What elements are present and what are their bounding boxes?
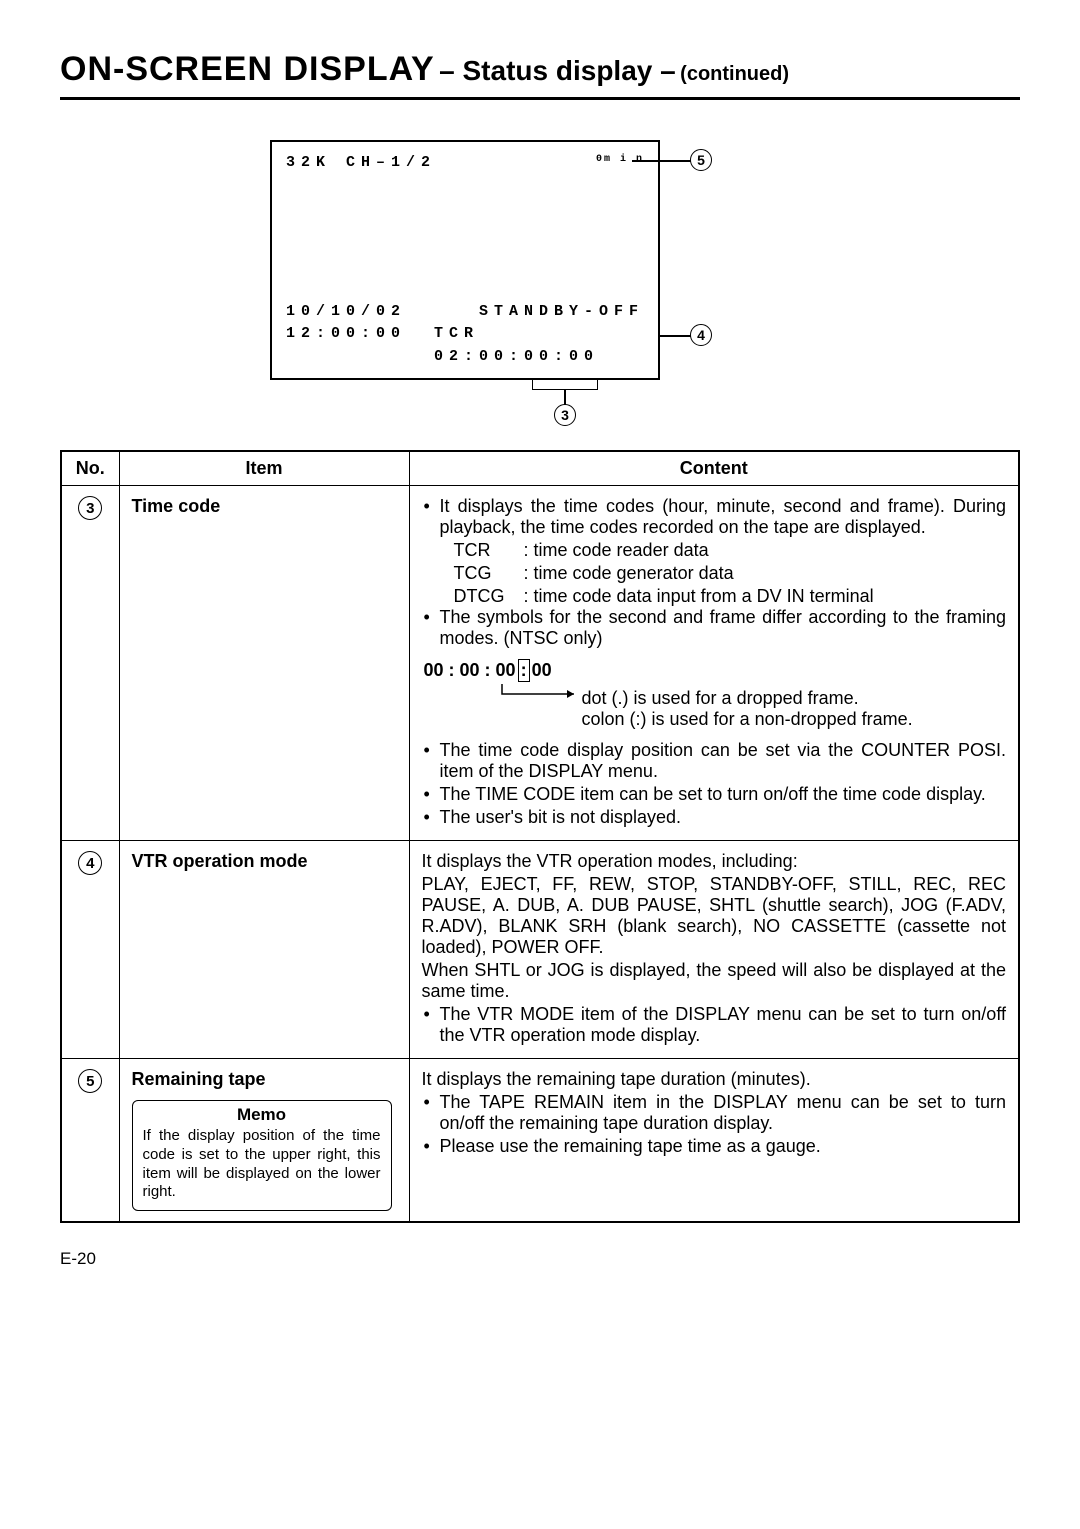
content-cell: It displays the time codes (hour, minute… [409, 486, 1019, 841]
legend-val: : time code generator data [524, 563, 1007, 584]
bullet: The VTR MODE item of the DISPLAY menu ca… [440, 1004, 1007, 1046]
memo-text: If the display position of the time code… [143, 1127, 381, 1202]
content-cell: It displays the VTR operation modes, inc… [409, 841, 1019, 1059]
screen-standby: STANDBY-OFF [479, 301, 644, 324]
page-number: E-20 [60, 1249, 1020, 1269]
bullet: The TAPE REMAIN item in the DISPLAY menu… [440, 1092, 1007, 1134]
paragraph: It displays the remaining tape duration … [422, 1069, 1007, 1090]
legend-key: TCR [454, 540, 518, 561]
title-main: ON-SCREEN DISPLAY [60, 50, 435, 88]
legend-val: : time code reader data [524, 540, 1007, 561]
item-label: Time code [132, 496, 221, 516]
callout-line [660, 335, 692, 337]
bracket [532, 380, 598, 390]
title-continued: (continued) [680, 63, 789, 85]
callout-4: 4 [690, 324, 712, 346]
legend-val: : time code data input from a DV IN term… [524, 586, 1007, 607]
th-item: Item [119, 451, 409, 486]
screen-tcr: TCR 02:00:00:00 [434, 323, 644, 368]
table-row: 3 Time code It displays the time codes (… [61, 486, 1019, 841]
screen-date: 10/10/02 [286, 301, 406, 324]
row-no-3: 3 [78, 496, 102, 520]
arrow-explanation: dot (.) is used for a dropped frame. col… [582, 688, 1007, 730]
bullet: It displays the time codes (hour, minute… [440, 496, 1007, 538]
screen-time: 12:00:00 [286, 323, 406, 368]
paragraph: PLAY, EJECT, FF, REW, STOP, STANDBY-OFF,… [422, 874, 1007, 958]
screen-box: 32K CH–1/2 0m i n 10/10/02 STANDBY-OFF 1… [270, 140, 660, 380]
content-cell: It displays the remaining tape duration … [409, 1059, 1019, 1223]
row-no-5: 5 [78, 1069, 102, 1093]
arrow-icon [500, 684, 582, 702]
dot-text: dot (.) is used for a dropped frame. [582, 688, 1007, 709]
bullet: The user's bit is not displayed. [440, 807, 1007, 828]
th-no: No. [61, 451, 119, 486]
osd-diagram: 32K CH–1/2 0m i n 10/10/02 STANDBY-OFF 1… [270, 140, 810, 420]
table-row: 5 Remaining tape Memo If the display pos… [61, 1059, 1019, 1223]
legend-key: DTCG [454, 586, 518, 607]
bullet: The symbols for the second and frame dif… [440, 607, 1007, 649]
paragraph: It displays the VTR operation modes, inc… [422, 851, 1007, 872]
th-content: Content [409, 451, 1019, 486]
legend-key: TCG [454, 563, 518, 584]
bullet: The TIME CODE item can be set to turn on… [440, 784, 1007, 805]
item-label: VTR operation mode [132, 851, 308, 871]
title-sub: – Status display – [439, 55, 676, 86]
bullet: The time code display position can be se… [440, 740, 1007, 782]
page-title-line: ON-SCREEN DISPLAY – Status display – (co… [60, 50, 1020, 100]
page: ON-SCREEN DISPLAY – Status display – (co… [0, 0, 1080, 1309]
callout-5: 5 [690, 149, 712, 171]
timecode-sample: 00 : 00 : 00 : 00 [424, 659, 1007, 682]
colon-text: colon (:) is used for a non-dropped fram… [582, 709, 1007, 730]
memo-title: Memo [143, 1105, 381, 1125]
paragraph: When SHTL or JOG is displayed, the speed… [422, 960, 1007, 1002]
table-row: 4 VTR operation mode It displays the VTR… [61, 841, 1019, 1059]
memo-box: Memo If the display position of the time… [132, 1100, 392, 1211]
callout-line [632, 160, 692, 162]
screen-top-left: 32K CH–1/2 [286, 154, 436, 171]
callout-3: 3 [554, 404, 576, 426]
row-no-4: 4 [78, 851, 102, 875]
bullet: Please use the remaining tape time as a … [440, 1136, 1007, 1157]
status-table: No. Item Content 3 Time code It displays… [60, 450, 1020, 1223]
item-label: Remaining tape [132, 1069, 266, 1089]
